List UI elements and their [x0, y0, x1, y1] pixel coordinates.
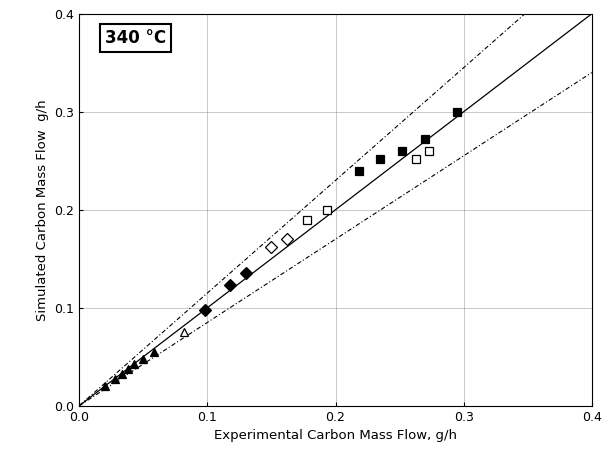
X-axis label: Experimental Carbon Mass Flow, g/h: Experimental Carbon Mass Flow, g/h: [214, 429, 457, 442]
Y-axis label: Simulated Carbon Mass Flow  g/h: Simulated Carbon Mass Flow g/h: [36, 99, 49, 320]
Text: 340 °C: 340 °C: [105, 29, 166, 47]
